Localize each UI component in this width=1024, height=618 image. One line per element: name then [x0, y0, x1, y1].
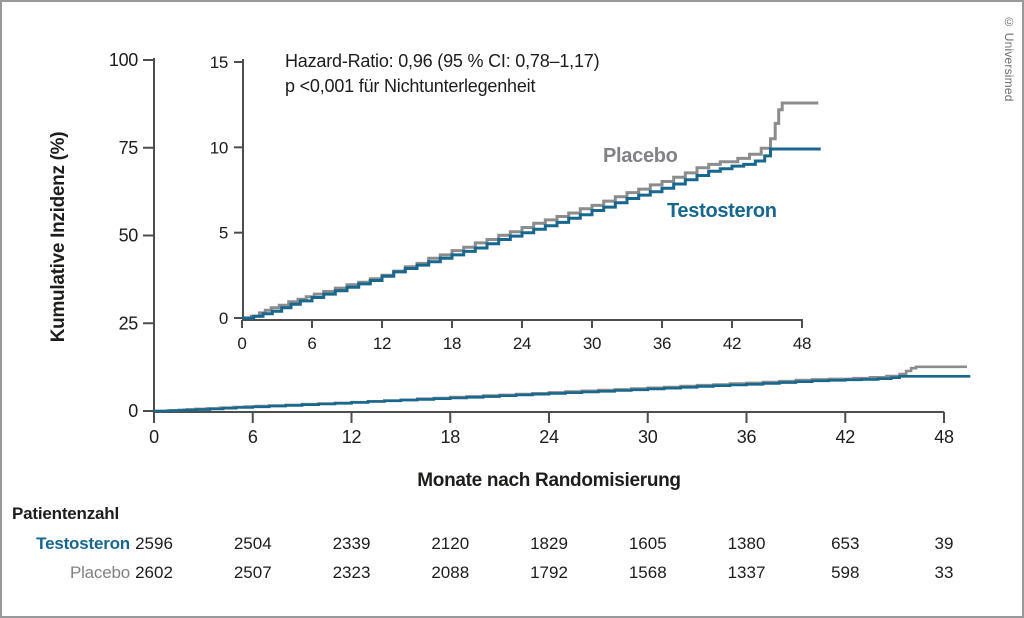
- inset-x-tick-label: 30: [583, 334, 601, 353]
- inset-y-tick-label: 10: [210, 138, 228, 157]
- inset-x-tick-label: 24: [513, 334, 531, 353]
- testosteron-curve-main: [154, 375, 971, 413]
- patient-count: 598: [831, 563, 860, 582]
- patient-count: 2504: [233, 534, 272, 553]
- patient-count: 2088: [431, 563, 470, 582]
- main-y-tick-label: 75: [119, 138, 139, 158]
- risk-row-label-testosteron: Testosteron: [36, 534, 130, 553]
- p-value-annotation: p <0,001 für Nichtunterlegenheit: [285, 76, 536, 96]
- patient-count: 33: [934, 563, 954, 582]
- testosteron-series-label: Testosteron: [667, 200, 777, 222]
- testosteron-curve-inset: [242, 147, 821, 320]
- patient-count: 1380: [727, 534, 766, 553]
- main-x-tick-label: 6: [248, 427, 258, 447]
- main-x-tick-label: 36: [737, 427, 757, 447]
- patient-count: 1792: [530, 563, 568, 582]
- patient-count: 2120: [431, 534, 470, 553]
- risk-table-title: Patientenzahl: [12, 504, 119, 523]
- patient-count: 1829: [530, 534, 568, 553]
- inset-x-tick-label: 36: [653, 334, 671, 353]
- inset-x-tick-label: 42: [723, 334, 741, 353]
- patient-count: 2507: [233, 563, 272, 582]
- inset-y-tick-label: 5: [219, 224, 228, 243]
- inset-x-tick-label: 48: [793, 334, 811, 353]
- main-x-tick-label: 24: [539, 427, 559, 447]
- main-y-tick-label: 100: [109, 50, 138, 70]
- patient-count: 653: [831, 534, 860, 553]
- placebo-curve-main: [154, 365, 967, 413]
- patient-count: 2596: [135, 534, 173, 553]
- main-x-tick-label: 30: [638, 427, 658, 447]
- patient-count: 39: [934, 534, 954, 553]
- risk-row-label-placebo: Placebo: [69, 563, 130, 582]
- x-axis-title: Monate nach Randomisierung: [417, 470, 681, 491]
- hazard-ratio-annotation: Hazard-Ratio: 0,96 (95 % CI: 0,78–1,17): [285, 51, 600, 71]
- main-y-tick-label: 25: [119, 313, 139, 333]
- copyright-credit: © Universimed: [1002, 15, 1016, 102]
- inset-x-tick-label: 12: [373, 334, 391, 353]
- main-y-tick-label: 50: [119, 226, 139, 246]
- patient-count: 1568: [628, 563, 667, 582]
- y-axis-title: Kumulative Inzidenz (%): [48, 131, 69, 343]
- inset-x-tick-label: 18: [443, 334, 461, 353]
- main-y-tick-label: 0: [128, 401, 138, 421]
- inset-y-tick-label: 0: [219, 309, 228, 328]
- placebo-series-label: Placebo: [603, 145, 678, 167]
- patient-count: 2339: [332, 534, 371, 553]
- main-x-tick-label: 0: [149, 427, 159, 447]
- inset-y-tick-label: 15: [210, 53, 228, 72]
- patient-count: 1337: [727, 563, 766, 582]
- patient-count: 1605: [628, 534, 667, 553]
- main-x-tick-label: 18: [441, 427, 461, 447]
- inset-x-tick-label: 6: [307, 334, 316, 353]
- main-x-tick-label: 42: [836, 427, 856, 447]
- patient-count: 2602: [135, 563, 173, 582]
- main-x-tick-label: 48: [934, 427, 954, 447]
- main-x-tick-label: 12: [342, 427, 362, 447]
- patient-count: 2323: [332, 563, 371, 582]
- inset-x-tick-label: 0: [237, 334, 246, 353]
